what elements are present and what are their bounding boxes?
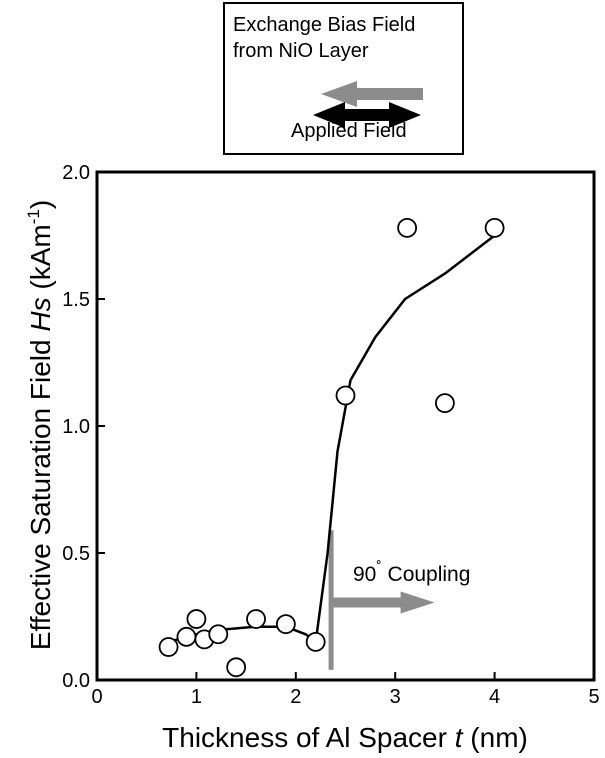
y-tick-label: 1.5 [62,289,90,311]
legend-arrows [313,81,423,128]
y-tick-label: 0.0 [62,670,90,692]
legend-exchange-label-line2: from NiO Layer [233,40,369,62]
x-axis-title: Thickness of Al Spacer t (nm) [162,722,528,753]
y-axis-title: Effective Saturation Field Hs (kAm-1) [24,200,56,650]
data-points [158,217,505,678]
y-tick-label: 1.0 [62,416,90,438]
data-point [186,609,207,629]
x-tick-label: 1 [191,686,202,708]
data-point [226,657,247,678]
annotation-group [328,530,435,670]
x-tick-label: 3 [390,686,401,708]
y-tick-label: 2.0 [62,162,90,184]
data-point [335,385,356,406]
legend-exchange-label: Exchange Bias Field [233,14,416,36]
legend-box: Exchange Bias Field from NiO Layer Appli… [223,2,464,155]
trend-line-group [168,234,496,644]
data-point [305,632,326,652]
coupling-threshold-bar [328,530,334,670]
data-point [397,217,418,238]
y-tick-label: 0.5 [62,543,90,565]
applied-field-arrow [313,102,421,128]
x-tick-label: 0 [91,686,102,708]
x-tick-label: 5 [588,686,599,708]
data-point [208,624,229,645]
data-point [158,637,179,657]
data-point [176,626,197,647]
data-point [275,614,296,635]
exchange-bias-arrow [321,81,423,107]
trend-line [168,234,496,644]
data-point [246,609,266,629]
coupling-annotation-label: 90˚ Coupling [353,560,470,586]
coupling-arrow [332,591,435,614]
legend-applied-label: Applied Field [291,120,407,142]
x-tick-label: 2 [290,686,301,708]
data-point [484,217,505,238]
data-point [434,393,455,414]
axis-ticks: 0 1 2 3 4 5 0.0 0.5 1.0 1.5 2.0 [62,162,599,708]
x-tick-label: 4 [489,686,500,708]
